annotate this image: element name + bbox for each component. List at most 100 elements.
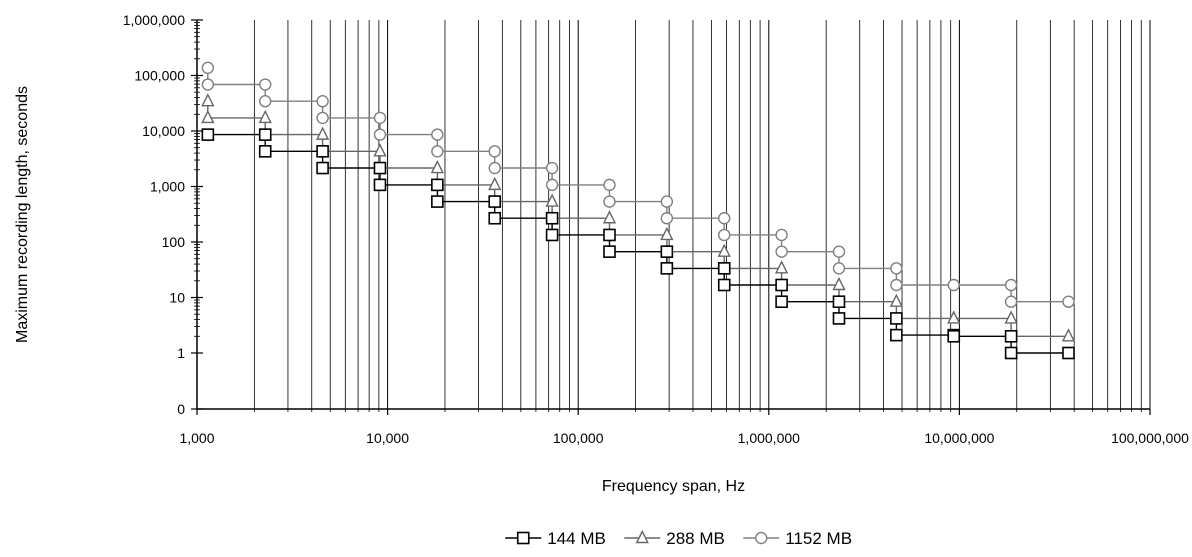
legend-label: 288 MB <box>666 529 725 548</box>
gridlines <box>196 20 1151 409</box>
data-point-marker <box>430 159 444 174</box>
legend-item: 144 MB <box>505 529 606 548</box>
data-point-marker <box>603 228 616 242</box>
data-point-marker <box>431 128 444 141</box>
data-point-marker <box>545 228 559 242</box>
data-point-marker <box>602 210 617 224</box>
x-axis-title: Frequency span, Hz <box>602 478 745 495</box>
data-point-marker <box>1004 278 1018 292</box>
data-point-marker <box>258 128 272 141</box>
data-point-marker <box>201 128 215 141</box>
data-point-marker <box>1062 346 1075 360</box>
legend-label: 1152 MB <box>785 529 852 548</box>
data-point-marker <box>603 178 616 192</box>
x-tick-label: 1,000,000 <box>738 430 800 446</box>
x-tick-label: 10,000 <box>366 430 409 446</box>
axes: 0 1 10 100 1,000 10,000 100,000 1,000,000 1,000 1… <box>14 12 1189 495</box>
y-tick-label: 1 <box>177 345 185 361</box>
data-point-marker <box>603 245 616 258</box>
data-point-marker <box>488 211 502 225</box>
data-point-marker <box>1061 328 1076 342</box>
data-point-marker <box>259 95 272 108</box>
data-point-marker <box>545 161 559 175</box>
x-tick-label: 1,000 <box>179 430 214 446</box>
data-point-marker <box>315 126 330 140</box>
data-point-marker <box>258 109 272 124</box>
data-point-marker <box>431 145 444 158</box>
data-point-marker <box>775 228 788 242</box>
data-point-marker <box>373 161 387 175</box>
legend-marker <box>516 531 530 545</box>
data-point-marker <box>201 61 215 75</box>
x-tick-label: 10,000,000 <box>924 430 994 446</box>
data-point-marker <box>603 195 616 208</box>
data-point-marker <box>717 243 731 257</box>
data-point-marker <box>316 161 329 175</box>
data-point-marker <box>832 245 846 258</box>
series-144-mb <box>201 128 1075 360</box>
data-point-marker <box>947 278 960 292</box>
data-point-marker <box>775 245 788 258</box>
data-point-marker <box>947 310 961 324</box>
data-point-marker <box>660 262 674 275</box>
data-point-marker <box>316 111 329 125</box>
data-point-marker <box>545 193 559 207</box>
data-point-marker <box>258 145 272 158</box>
data-point-marker <box>890 262 903 275</box>
data-point-marker <box>431 178 444 192</box>
data-point-marker <box>373 128 387 141</box>
series-line <box>207 101 1069 337</box>
data-point-marker <box>316 95 329 108</box>
data-point-marker <box>717 278 731 292</box>
data-point-marker <box>890 328 903 342</box>
data-point-marker <box>316 145 329 158</box>
data-point-marker <box>717 262 731 275</box>
data-point-marker <box>660 212 674 225</box>
data-point-marker <box>832 295 846 309</box>
legend-marker <box>635 529 649 544</box>
data-point-marker <box>373 111 387 125</box>
data-point-marker <box>488 195 502 208</box>
y-tick-label: 10,000 <box>142 123 185 139</box>
y-tick-label: 1,000 <box>150 179 185 195</box>
data-point-marker <box>488 161 501 175</box>
data-point-marker <box>201 109 215 124</box>
data-point-marker <box>488 145 501 158</box>
data-point-marker <box>660 245 674 258</box>
y-axis-title: Maximum recording length, seconds <box>14 86 31 343</box>
data-point-marker <box>1004 295 1018 308</box>
data-point-marker <box>718 212 731 225</box>
data-point-marker <box>774 260 789 274</box>
data-point-marker <box>373 178 387 192</box>
data-point-marker <box>1062 295 1075 308</box>
data-point-marker <box>832 262 846 275</box>
data-point-marker <box>201 78 215 91</box>
data-point-marker <box>1004 329 1018 343</box>
data-point-marker <box>832 276 846 291</box>
x-tick-label: 100,000,000 <box>1111 430 1189 446</box>
data-point-marker <box>660 226 674 241</box>
data-point-marker <box>775 295 788 309</box>
data-point-marker <box>488 176 502 191</box>
series-288-mb <box>201 93 1076 342</box>
legend-marker <box>755 531 768 545</box>
legend-item: 288 MB <box>624 529 725 548</box>
x-tick-label: 100,000 <box>553 430 604 446</box>
data-point-marker <box>545 178 559 192</box>
series-group <box>201 61 1076 360</box>
data-point-marker <box>889 293 903 307</box>
data-point-marker <box>947 329 961 343</box>
data-point-marker <box>1004 346 1018 360</box>
data-point-marker <box>890 278 903 292</box>
data-point-marker <box>373 143 387 157</box>
legend-item: 1152 MB <box>743 529 852 548</box>
series-line <box>207 133 1069 354</box>
data-point-marker <box>1004 310 1018 324</box>
data-point-marker <box>431 195 444 208</box>
y-tick-label: 1,000,000 <box>123 12 185 28</box>
series-1152-mb <box>201 61 1075 308</box>
data-point-marker <box>545 211 559 225</box>
y-tick-label: 100,000 <box>134 68 185 84</box>
